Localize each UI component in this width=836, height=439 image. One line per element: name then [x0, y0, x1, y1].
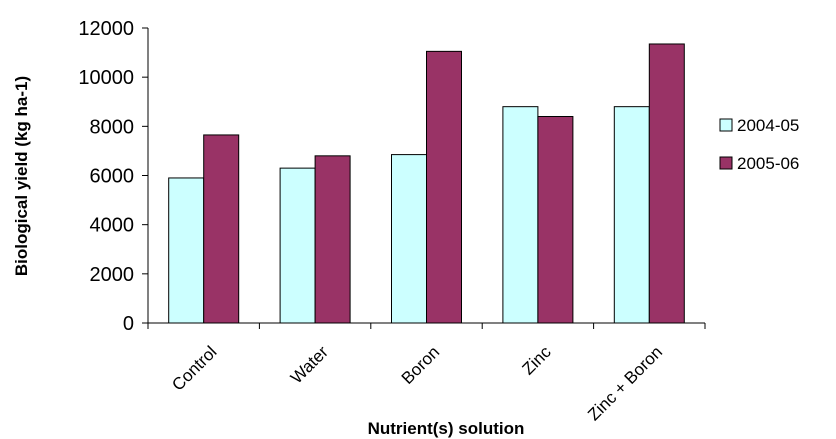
y-tick-label: 8000	[90, 116, 135, 138]
y-axis-title: Biological yield (kg ha-1)	[12, 76, 31, 276]
x-axis-ticks	[147, 323, 706, 329]
y-tick-label: 10000	[78, 67, 134, 89]
bar-2004-05-zinc-boron	[613, 106, 650, 324]
y-tick-label: 6000	[90, 166, 135, 188]
x-tick-label: Zinc + Boron	[584, 342, 666, 424]
bars	[168, 43, 685, 324]
bar-2004-05-boron	[391, 154, 427, 324]
legend-label-2005-06: 2005-06	[737, 154, 799, 173]
x-axis-title: Nutrient(s) solution	[368, 419, 525, 438]
y-axis-ticks: 0 2000 4000 6000 8000 10000 12000	[78, 18, 148, 335]
legend-swatch-2004-05	[719, 118, 733, 132]
bar-2004-05-water	[279, 167, 316, 324]
y-tick-label: 12000	[78, 18, 134, 40]
bar-2004-05-zinc	[502, 106, 539, 324]
x-tick-label: Boron	[398, 342, 444, 388]
x-tick-label: Zinc	[519, 342, 555, 378]
y-tick-label: 4000	[90, 215, 135, 237]
legend: 2004-05 2005-06	[719, 116, 799, 173]
y-tick-label: 0	[123, 313, 134, 335]
legend-label-2004-05: 2004-05	[737, 116, 799, 135]
bar-2004-05-control	[168, 177, 205, 324]
bar-2005-06-zinc	[537, 116, 574, 324]
legend-swatch-2005-06	[719, 156, 733, 170]
x-tick-label: Control	[168, 342, 220, 394]
y-tick-label: 2000	[90, 264, 135, 286]
bar-2005-06-boron	[426, 50, 462, 324]
bar-2005-06-zinc-boron	[648, 43, 685, 324]
bar-2005-06-control	[203, 134, 240, 324]
bar-2005-06-water	[314, 155, 351, 324]
category-labels: Control Water Boron Zinc Zinc + Boron	[168, 342, 666, 424]
x-tick-label: Water	[287, 342, 332, 387]
